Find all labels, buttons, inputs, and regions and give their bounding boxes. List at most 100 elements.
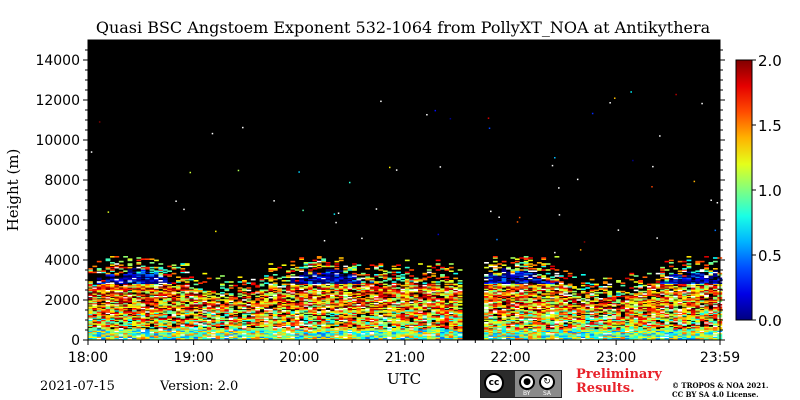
heatmap-cell (572, 302, 577, 305)
heatmap-cell (118, 310, 124, 312)
heatmap-cell (352, 283, 357, 286)
heatmap-cell (123, 302, 129, 305)
heatmap-cell (312, 259, 318, 262)
heatmap-cell (215, 336, 221, 338)
heatmap-cell (154, 325, 159, 328)
heatmap-cell (514, 260, 520, 263)
heatmap-cell (506, 336, 511, 338)
heatmap-cell (237, 330, 243, 332)
heatmap-cell (255, 290, 261, 293)
heatmap-cell (264, 314, 269, 317)
heatmap-cell (391, 325, 397, 328)
heatmap-cell (189, 325, 195, 328)
heatmap-cell (378, 317, 384, 319)
heatmap-cell (330, 314, 335, 317)
heatmap-cell (268, 328, 274, 330)
heatmap-cell (88, 307, 93, 310)
heatmap-cell (145, 274, 151, 276)
heatmap-cell (523, 305, 529, 307)
heatmap-cell (563, 295, 569, 298)
heatmap-cell (312, 289, 318, 292)
heatmap-cell (193, 322, 199, 324)
heatmap-cell (365, 326, 371, 329)
heatmap-cell (308, 287, 313, 289)
heatmap-cell (523, 330, 529, 332)
heatmap-cell (180, 295, 186, 298)
heatmap-cell (237, 299, 243, 301)
heatmap-cell (206, 301, 212, 304)
heatmap-cell (321, 298, 327, 300)
heatmap-cell (448, 283, 454, 286)
heatmap-cell (374, 294, 379, 296)
heatmap-cell (259, 298, 265, 300)
heatmap-cell (418, 334, 423, 336)
heatmap-cell (448, 312, 454, 314)
heatmap-cell (514, 295, 520, 298)
heatmap-cell (114, 265, 120, 268)
heatmap-cell (325, 275, 331, 277)
heatmap-cell (532, 304, 538, 306)
heatmap-cell (404, 281, 410, 283)
heatmap-cell (215, 307, 221, 310)
heatmap-cell (550, 293, 555, 295)
heatmap-cell (589, 314, 595, 317)
heatmap-cell (426, 271, 432, 274)
heatmap-cell (338, 257, 344, 259)
heatmap-cell (589, 322, 595, 324)
heatmap-cell (374, 274, 379, 276)
heatmap-cell (431, 299, 437, 301)
heatmap-cell (167, 295, 173, 298)
heatmap-cell (132, 308, 137, 311)
heatmap-cell (110, 295, 115, 298)
heatmap-cell (167, 334, 173, 336)
heatmap-cell (506, 266, 511, 269)
heatmap-cell (294, 325, 300, 328)
heatmap-cell (136, 311, 142, 313)
heatmap-cell (118, 313, 124, 316)
heatmap-cell (580, 330, 586, 332)
heatmap-cell (136, 277, 142, 280)
heatmap-cell (532, 334, 538, 336)
heatmap-cell (224, 308, 230, 311)
heatmap-cell (96, 281, 102, 283)
heatmap-cell (418, 324, 423, 326)
heatmap-cell (180, 322, 186, 324)
heatmap-cell (224, 324, 230, 326)
heatmap-cell (488, 336, 494, 338)
heatmap-cell (136, 307, 142, 310)
heatmap-cell (347, 334, 353, 336)
heatmap-cell (198, 335, 203, 337)
heatmap-cell (523, 281, 529, 283)
heatmap-cell (448, 295, 454, 298)
heatmap-cell (576, 331, 582, 334)
heatmap-cell (321, 335, 327, 337)
heatmap-cell (228, 336, 234, 338)
heatmap-cell (453, 292, 459, 294)
heatmap-cell (189, 322, 195, 324)
heatmap-cell (365, 325, 371, 328)
heatmap-cell (132, 304, 137, 306)
heatmap-cell (440, 280, 445, 282)
heatmap-cell (422, 305, 428, 307)
heatmap-cell (272, 298, 278, 300)
heatmap-cell (312, 308, 318, 311)
heatmap-cell (308, 278, 313, 281)
heatmap-cell (110, 269, 115, 271)
heatmap-cell (206, 332, 212, 335)
heatmap-cell (294, 332, 300, 335)
heatmap-cell (114, 294, 120, 296)
heatmap-cell (277, 323, 283, 325)
heatmap-cell (114, 282, 120, 284)
heatmap-cell (435, 304, 441, 306)
heatmap-cell (400, 304, 406, 306)
heatmap-cell (356, 301, 362, 304)
heatmap-cell (101, 296, 106, 299)
heatmap-cell (413, 283, 419, 286)
heatmap-cell (528, 284, 533, 287)
heatmap-cell (101, 288, 106, 290)
heatmap-cell (290, 288, 296, 290)
heatmap-cell (484, 295, 489, 298)
heatmap-cell (558, 290, 564, 293)
heatmap-cell (220, 335, 225, 337)
heatmap-cell (343, 298, 349, 300)
